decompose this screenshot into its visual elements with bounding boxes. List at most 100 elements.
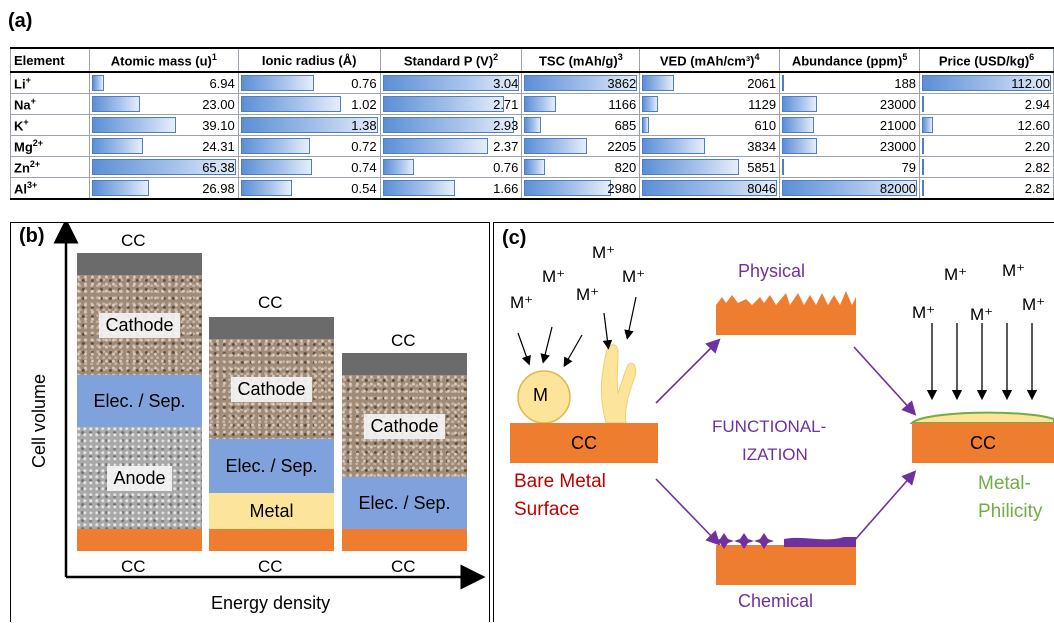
data-bar	[782, 75, 785, 91]
data-bar	[382, 138, 489, 154]
value-text: 23000	[879, 138, 917, 154]
element-cell: Zn2+	[10, 156, 90, 178]
data-bar	[782, 96, 818, 112]
ion-arrow	[563, 334, 583, 368]
value-text: 23000	[879, 96, 917, 112]
data-bar	[524, 138, 588, 154]
value-text: 0.76	[351, 75, 377, 91]
header-text: Ionic radius (Å)	[261, 52, 357, 68]
header-footnote: 4	[754, 51, 760, 62]
bare-metal-label-line1: Bare Metal	[514, 471, 606, 492]
ion-arrow	[624, 296, 637, 340]
panel-label-a: (a)	[8, 10, 33, 32]
value-text: 2.71	[493, 96, 519, 112]
data-bar	[524, 117, 542, 133]
table-header-cell: TSC (mAh/g)3	[521, 47, 641, 73]
value-cell: 1.02	[237, 93, 381, 115]
value-text: 0.76	[493, 159, 519, 175]
data-bar	[524, 159, 546, 175]
value-text: 2980	[607, 180, 637, 196]
value-cell: 6.94	[88, 71, 239, 94]
data-bar	[642, 96, 658, 112]
value-cell: 2.94	[919, 93, 1054, 115]
functionalization-label-line1: FUNCTIONAL-	[712, 417, 827, 436]
value-text: 1.02	[351, 96, 377, 112]
value-text: 79	[901, 159, 917, 175]
element-charge: 2+	[32, 137, 44, 148]
value-cell: 39.10	[88, 114, 239, 136]
data-bar	[524, 75, 638, 91]
value-cell: 1129	[639, 93, 781, 115]
value-cell: 3862	[521, 71, 641, 94]
element-charge: +	[23, 116, 29, 127]
panel-b: (b) Cell volume Energy density CC Cathod…	[10, 222, 490, 622]
value-cell: 2.82	[919, 177, 1054, 200]
value-text: 2.93	[493, 117, 519, 133]
value-cell: 2.82	[919, 156, 1054, 178]
data-bar	[642, 138, 705, 154]
metal-sphere-label: M	[533, 385, 548, 405]
value-cell: 1.38	[237, 114, 381, 136]
stack3-separator-label: Elec. / Sep.	[358, 492, 451, 513]
table-row: Na+ 23.00 1.02 2.71 1166 1129 23000 2.94	[10, 93, 1054, 115]
data-bar	[240, 138, 311, 154]
metal-philicity-label-line2: Philicity	[978, 501, 1043, 522]
ion-label: M⁺	[592, 243, 616, 262]
data-bar	[922, 96, 925, 112]
data-bar	[382, 159, 414, 175]
dendrite	[600, 344, 637, 424]
ion-label: M⁺	[576, 285, 600, 304]
stack1-cathode: Cathode	[77, 275, 202, 375]
ion-label: M⁺	[944, 265, 968, 284]
value-text: 1166	[608, 96, 637, 112]
value-cell: 820	[521, 156, 641, 178]
data-bar	[91, 159, 236, 175]
ion-label: M⁺	[1022, 295, 1046, 314]
stack1-separator-label: Elec. / Sep.	[93, 390, 186, 411]
value-cell: 2980	[521, 177, 641, 200]
metal-layer	[909, 411, 1054, 424]
stack1-top-cc	[77, 253, 202, 275]
ion-label: M⁺	[912, 303, 936, 322]
ion-arrow	[540, 326, 553, 364]
value-text: 112.00	[1011, 75, 1050, 91]
value-text: 0.74	[351, 159, 377, 175]
data-bar	[91, 96, 140, 112]
value-text: 26.98	[202, 180, 235, 196]
table-header-cell: Atomic mass (u)1	[88, 47, 239, 73]
data-bar	[91, 117, 177, 133]
value-cell: 1166	[521, 93, 641, 115]
value-text: 23.00	[202, 96, 235, 112]
stack1-cathode-label: Cathode	[99, 312, 180, 338]
element-cell: Li+	[10, 71, 90, 94]
stack1-anode: Anode	[77, 427, 202, 529]
value-cell: 82000	[779, 177, 921, 200]
arrow-from-chemical	[853, 470, 917, 542]
value-text: 2205	[607, 138, 637, 154]
data-bar	[922, 75, 1051, 91]
data-bar	[382, 117, 515, 133]
ion-arrow	[517, 332, 531, 366]
element-symbol: Li	[14, 76, 26, 92]
table-row: K+ 39.10 1.38 2.93 685 610 21000 12.60	[10, 114, 1054, 136]
ion-label: M⁺	[510, 293, 534, 312]
value-text: 188	[894, 75, 917, 91]
value-text: 6.94	[209, 75, 235, 91]
data-bar	[240, 117, 378, 133]
value-cell: 188	[779, 71, 921, 94]
value-text: 2.94	[1024, 96, 1050, 112]
value-cell: 0.54	[237, 177, 381, 200]
data-bar	[240, 180, 292, 196]
bare-cc-block: CC	[510, 423, 658, 463]
data-bar	[91, 138, 143, 154]
stack2-top-cc	[209, 317, 334, 339]
value-text: 82000	[879, 180, 917, 196]
header-footnote: 1	[211, 51, 217, 62]
value-text: 3862	[607, 75, 637, 91]
value-cell: 12.60	[919, 114, 1054, 136]
value-cell: 610	[639, 114, 781, 136]
value-cell: 2.71	[379, 93, 523, 115]
value-cell: 2.37	[379, 135, 523, 157]
element-charge: +	[30, 95, 36, 106]
bare-metal-label-line2: Surface	[514, 499, 580, 520]
